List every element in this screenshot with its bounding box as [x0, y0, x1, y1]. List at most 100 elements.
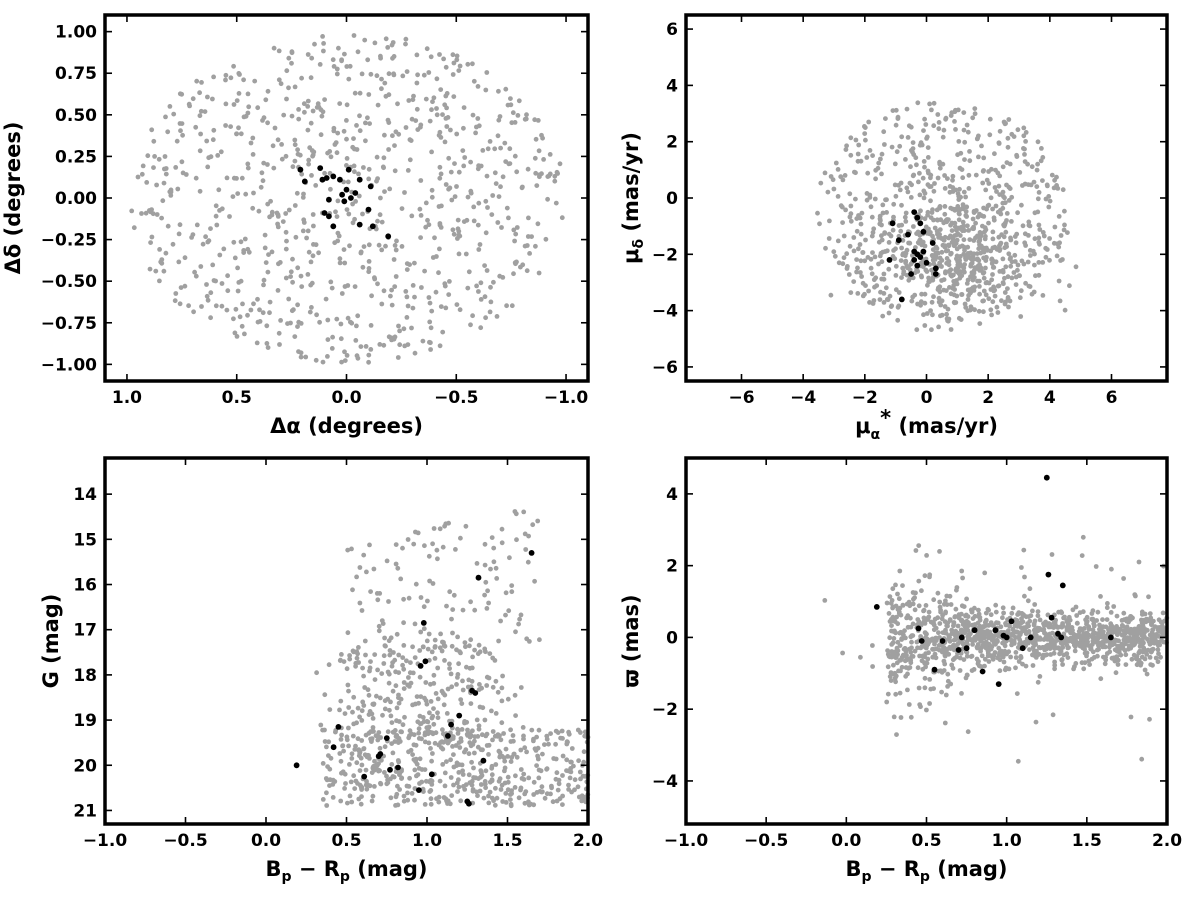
field-star-point [359, 738, 365, 743]
field-star-point [848, 152, 854, 158]
field-star-point [454, 682, 459, 687]
field-star-point [326, 739, 332, 745]
field-star-point [292, 203, 298, 208]
field-star-point [886, 310, 892, 316]
field-star-point [1119, 618, 1125, 623]
field-star-point [413, 118, 419, 123]
field-star-point [324, 790, 329, 796]
field-star-point [1030, 608, 1035, 614]
field-star-point [241, 248, 247, 253]
field-star-point [336, 45, 341, 51]
field-star-point [1009, 219, 1014, 224]
field-star-point [381, 342, 387, 348]
field-star-point [321, 41, 326, 46]
field-star-point [926, 650, 931, 656]
member-star-point [352, 190, 359, 196]
field-star-point [435, 715, 441, 721]
field-star-layer [314, 509, 591, 809]
field-star-point [992, 293, 998, 299]
field-star-point [404, 315, 410, 320]
field-star-point [977, 230, 983, 235]
field-star-point [848, 203, 854, 209]
field-star-point [860, 250, 866, 255]
member-star-point [528, 550, 535, 556]
field-star-point [981, 288, 987, 294]
field-star-point [1008, 654, 1013, 660]
field-star-point [972, 613, 978, 619]
field-star-point [553, 741, 558, 747]
field-star-point [1100, 617, 1105, 622]
field-star-point [983, 187, 989, 193]
field-star-point [900, 238, 906, 243]
field-star-point [966, 172, 972, 178]
field-star-point [988, 653, 994, 658]
field-star-point [485, 205, 490, 210]
field-star-point [396, 670, 402, 675]
field-star-point [352, 284, 358, 289]
field-star-point [995, 655, 1000, 661]
field-star-point [1026, 219, 1032, 225]
field-star-point [435, 556, 440, 562]
field-star-point [951, 242, 957, 248]
field-star-point [308, 282, 314, 288]
field-star-point [203, 234, 209, 240]
field-star-point [465, 61, 471, 67]
field-star-point [892, 161, 898, 167]
field-star-point [289, 49, 295, 55]
field-star-point [1012, 252, 1018, 258]
field-star-point [1148, 619, 1154, 624]
field-star-point [269, 209, 275, 215]
field-star-point [956, 269, 962, 275]
field-star-point [884, 600, 890, 606]
field-star-point [344, 666, 350, 672]
field-star-point [525, 559, 531, 565]
field-star-point [1070, 607, 1076, 613]
field-star-point [427, 578, 432, 584]
field-star-point [245, 91, 251, 97]
member-star-point [914, 262, 921, 269]
field-star-point [476, 200, 482, 206]
field-star-point [259, 170, 265, 176]
field-star-point [1002, 200, 1008, 206]
field-star-point [1132, 592, 1138, 597]
field-star-point [546, 173, 552, 179]
field-star-point [314, 105, 320, 110]
field-star-point [429, 107, 434, 113]
field-star-point [1074, 620, 1080, 626]
field-star-point [830, 177, 836, 183]
field-star-point [449, 643, 455, 649]
field-star-point [422, 543, 427, 549]
field-star-point [381, 661, 387, 666]
field-star-point [966, 635, 972, 641]
field-star-point [413, 742, 419, 748]
y-tick-label: 0.50 [55, 106, 97, 126]
field-star-point [342, 771, 348, 777]
field-star-point [901, 269, 907, 274]
field-star-point [375, 733, 381, 739]
field-star-point [1136, 659, 1142, 665]
field-star-point [1119, 623, 1125, 628]
field-star-point [949, 228, 955, 234]
field-star-point [280, 219, 286, 225]
field-star-point [333, 209, 338, 215]
field-star-point [489, 535, 495, 540]
field-star-point [831, 186, 837, 192]
field-star-point [923, 603, 929, 608]
field-star-point [1015, 262, 1021, 268]
field-star-point [906, 702, 912, 707]
field-star-point [1072, 648, 1078, 654]
field-star-point [276, 330, 282, 336]
field-star-point [465, 285, 471, 291]
field-star-point [971, 238, 977, 243]
field-star-point [435, 665, 441, 671]
field-star-point [215, 153, 221, 158]
field-star-point [411, 93, 416, 99]
field-star-point [873, 275, 879, 281]
field-star-point [370, 716, 376, 721]
field-star-point [284, 68, 290, 74]
field-star-point [513, 629, 518, 635]
field-star-point [544, 766, 550, 772]
field-star-point [474, 283, 479, 289]
field-star-point [933, 655, 939, 661]
field-star-point [922, 300, 928, 306]
